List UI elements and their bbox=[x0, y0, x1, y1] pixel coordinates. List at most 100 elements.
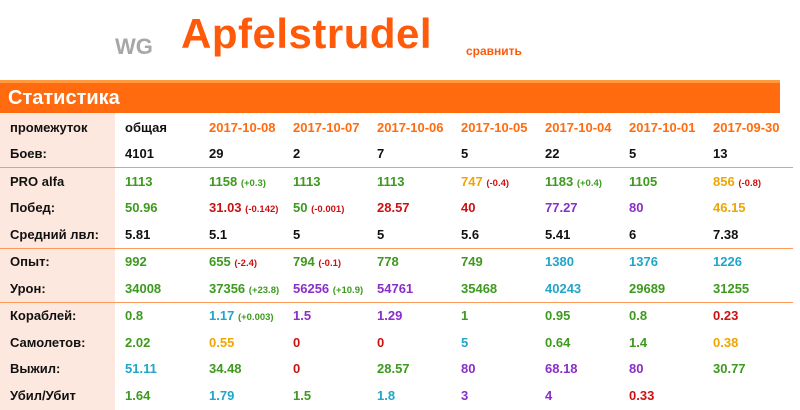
stat-row: Боев: 4101 29 2 7 5 22 5 13 bbox=[0, 141, 793, 168]
stat-cell: 0.55 bbox=[205, 329, 289, 356]
stat-value: 1.4 bbox=[629, 334, 648, 350]
stat-value: 0.8 bbox=[629, 308, 648, 324]
stat-cell: 77.27 bbox=[541, 195, 625, 222]
compare-link[interactable]: сравнить bbox=[466, 44, 522, 58]
stat-row: Выжил: 51.11 34.48 0 28.57 80 68.18 80 30.77 bbox=[0, 356, 793, 383]
stat-cell: 68.18 bbox=[541, 356, 625, 383]
stat-cell: 794 (-0.1) bbox=[289, 247, 373, 275]
stat-value: 2.02 bbox=[125, 334, 151, 350]
stat-cell: 56256 (+10.9) bbox=[289, 275, 373, 302]
column-date: 2017-10-01 bbox=[629, 119, 696, 135]
stat-cell: 13 bbox=[709, 141, 793, 168]
stat-cell: 54761 bbox=[373, 275, 457, 302]
stat-value: 1.5 bbox=[293, 387, 312, 403]
stat-delta: (-0.001) bbox=[311, 204, 345, 216]
stat-value: 50.96 bbox=[125, 200, 158, 216]
stat-value: 28.57 bbox=[377, 200, 410, 216]
stat-cell: 0.64 bbox=[541, 329, 625, 356]
column-date: 2017-10-04 bbox=[545, 119, 612, 135]
stat-value: 29689 bbox=[629, 280, 666, 296]
stat-value: 80 bbox=[629, 200, 644, 216]
stat-value: 40 bbox=[461, 200, 476, 216]
stat-delta: (-2.4) bbox=[234, 258, 258, 270]
stat-label: Самолетов: bbox=[10, 334, 86, 350]
stat-value: 1113 bbox=[125, 173, 153, 189]
column-date: 2017-10-08 bbox=[209, 119, 276, 135]
stat-cell: 5 bbox=[457, 141, 541, 168]
stat-row: Урон: 34008 37356 (+23.8) 56256 (+10.9) 5476… bbox=[0, 275, 793, 302]
stat-cell: 5 bbox=[625, 141, 709, 168]
stat-value: 0 bbox=[377, 334, 385, 350]
stat-cell: 80 bbox=[625, 195, 709, 222]
stat-cell: 1158 (+0.3) bbox=[205, 167, 289, 195]
stat-cell: 80 bbox=[457, 356, 541, 383]
stat-value: 4101 bbox=[125, 146, 154, 162]
stat-value: 1.5 bbox=[293, 308, 312, 324]
stat-cell: 35468 bbox=[457, 275, 541, 302]
stat-value: 0.38 bbox=[713, 334, 739, 350]
stat-value: 749 bbox=[461, 254, 483, 270]
stat-cell: 5 bbox=[373, 221, 457, 248]
stat-value: 992 bbox=[125, 254, 147, 270]
stat-value: 0.95 bbox=[545, 308, 571, 324]
stat-value: 1380 bbox=[545, 254, 574, 270]
stat-cell: 0 bbox=[373, 329, 457, 356]
stat-delta: (+23.8) bbox=[248, 284, 280, 296]
stat-value: 1183 bbox=[545, 173, 574, 189]
stat-value: 1.29 bbox=[377, 308, 403, 324]
stat-value: 1113 bbox=[377, 173, 405, 189]
stat-cell: 5 bbox=[457, 329, 541, 356]
stat-cell: 50.96 bbox=[121, 195, 205, 222]
stat-value: 35468 bbox=[461, 280, 498, 296]
stat-cell: 1.64 bbox=[121, 382, 205, 409]
stat-cell: 30.77 bbox=[709, 356, 793, 383]
stat-label: PRO alfa bbox=[0, 167, 121, 195]
stat-value: 34.48 bbox=[209, 361, 242, 377]
stat-cell: 34.48 bbox=[205, 356, 289, 383]
section-bar: Статистика bbox=[0, 80, 780, 113]
stat-delta: (+0.003) bbox=[237, 312, 274, 324]
stat-value: 2 bbox=[293, 146, 301, 162]
stat-value: 7.38 bbox=[713, 226, 739, 242]
stat-label: Средний лвл: bbox=[10, 226, 99, 242]
stat-value: 3 bbox=[461, 387, 469, 403]
stats-table: промежуток общая 2017-10-08 2017-10-07 2017-… bbox=[0, 114, 793, 409]
stat-cell: 1 bbox=[457, 301, 541, 329]
stat-cell: 1380 bbox=[541, 247, 625, 275]
stat-cell: 29689 bbox=[625, 275, 709, 302]
stat-value: 0.33 bbox=[629, 387, 655, 403]
stat-value: 80 bbox=[461, 361, 476, 377]
stat-cell: 0.33 bbox=[625, 382, 709, 409]
stat-label: Кораблей: bbox=[0, 301, 121, 329]
stat-value: 5.81 bbox=[125, 226, 151, 242]
stat-cell: 1.17 (+0.003) bbox=[205, 301, 289, 329]
stat-cell: 3 bbox=[457, 382, 541, 409]
stat-cell: 5 bbox=[289, 221, 373, 248]
stat-value: 5 bbox=[461, 146, 469, 162]
stat-cell: 747 (-0.4) bbox=[457, 167, 541, 195]
stat-value: 50 bbox=[293, 200, 308, 216]
stat-value: 5.1 bbox=[209, 226, 228, 242]
stat-value: 856 bbox=[713, 173, 735, 189]
stat-delta: (-0.4) bbox=[486, 177, 510, 189]
stat-cell: 1.79 bbox=[205, 382, 289, 409]
stat-value: 1226 bbox=[713, 254, 742, 270]
stat-value: 5 bbox=[629, 146, 637, 162]
stat-cell: 80 bbox=[625, 356, 709, 383]
stat-label: Убил/Убит bbox=[10, 387, 76, 403]
stat-cell: 1.5 bbox=[289, 382, 373, 409]
stat-cell: 6 bbox=[625, 221, 709, 248]
stat-value: 0.23 bbox=[713, 308, 739, 324]
stat-cell: 31255 bbox=[709, 275, 793, 302]
stat-delta: (-0.8) bbox=[738, 177, 762, 189]
stat-cell: 5.41 bbox=[541, 221, 625, 248]
stat-value: 1105 bbox=[629, 173, 658, 189]
stat-cell: 51.11 bbox=[121, 356, 205, 383]
stat-value: 5.41 bbox=[545, 226, 571, 242]
stat-value: 1113 bbox=[293, 173, 321, 189]
stat-value: 80 bbox=[629, 361, 644, 377]
stat-label: Опыт: bbox=[0, 247, 121, 275]
stat-cell: 0.38 bbox=[709, 329, 793, 356]
stat-cell: 0 bbox=[289, 356, 373, 383]
stat-value: 778 bbox=[377, 254, 399, 270]
